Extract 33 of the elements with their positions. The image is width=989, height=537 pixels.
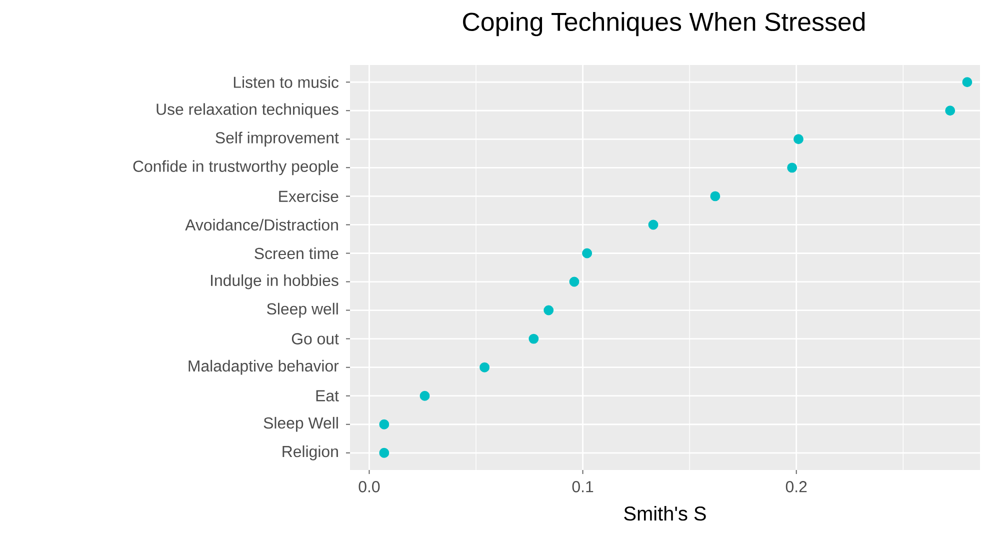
y-tick-label: Listen to music [234,76,339,88]
point [582,248,592,258]
y-tick-label: Sleep Well [264,416,338,432]
point [379,419,390,430]
point [710,191,720,202]
point [480,362,490,372]
point [544,305,554,316]
y-tick-label: Self improvement [216,132,339,147]
chart-title: Coping Techniques When Stressed [463,12,865,36]
y-tick-label: Use relaxation techniques [156,103,338,118]
x-axis-title: Smith's S [624,506,706,521]
y-tick-label: Religion [282,445,338,460]
x-tick-label: 0.0 [358,481,380,492]
y-tick-label: Screen time [254,247,338,260]
point [787,162,798,173]
y-tick-label: Go out [292,333,339,344]
x-tick-label: 0.1 [572,481,594,492]
point [962,77,972,88]
y-tick-label: Exercise [279,190,338,202]
y-tick-label: Confide in trustworthy people [133,160,338,176]
point [528,334,539,344]
y-tick-label: Indulge in hobbies [211,274,338,290]
x-tick-label: 0.2 [786,481,807,492]
point [379,448,390,458]
point [569,276,580,287]
point [945,106,956,116]
y-tick-label: Eat [316,390,339,402]
y-tick-label: Sleep well [267,302,338,318]
y-tick-label: Avoidance/Distraction [185,218,338,231]
point [648,220,658,230]
point [420,390,430,401]
y-tick-label: Maladaptive behavior [188,360,339,375]
point [794,134,804,144]
